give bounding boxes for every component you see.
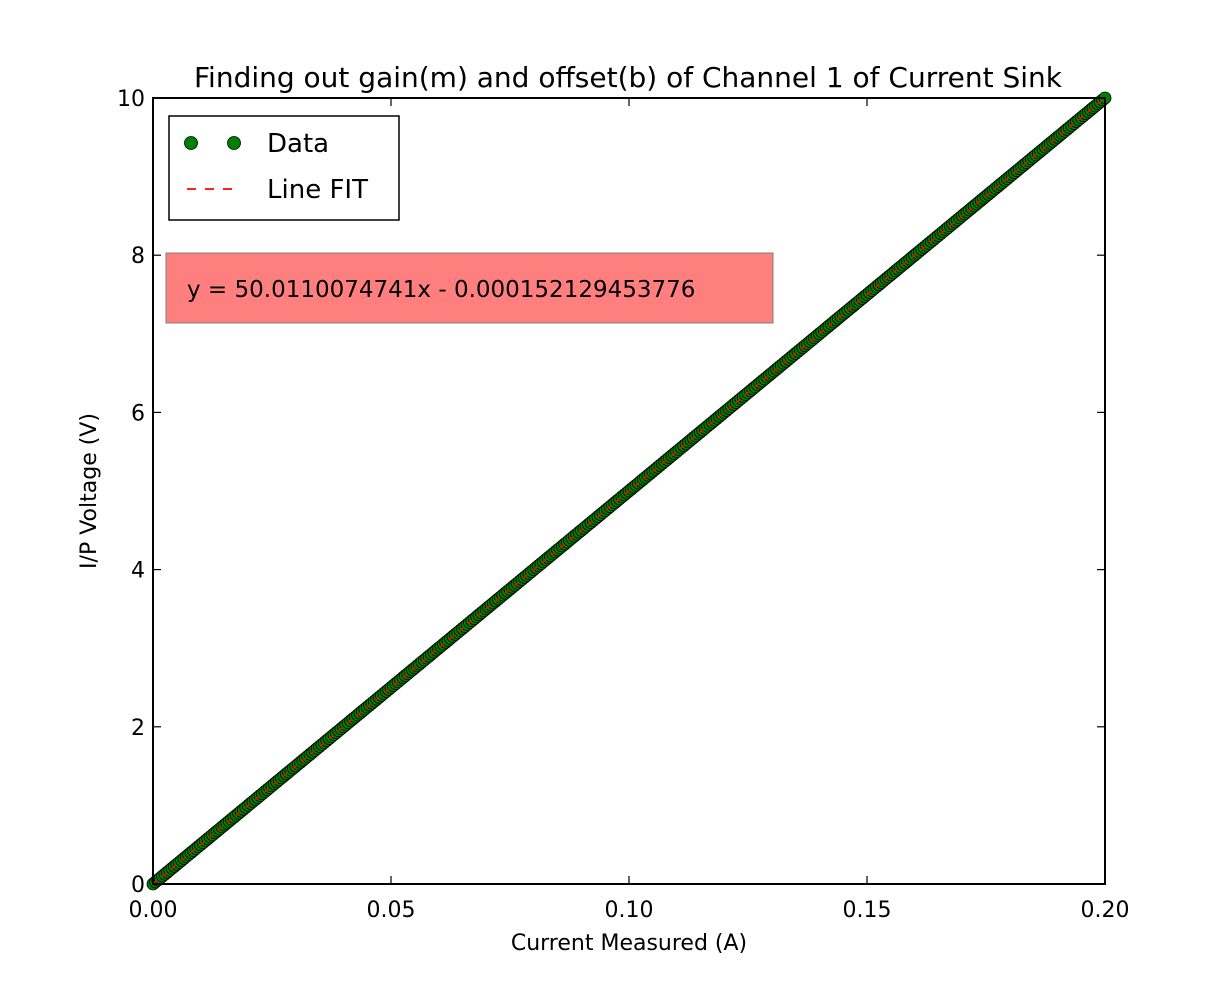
legend: Data Line FIT <box>168 115 400 221</box>
legend-box <box>168 115 400 221</box>
fit-equation-text: y = 50.0110074741x - 0.000152129453776 <box>187 277 695 303</box>
legend-marker-data-right <box>227 136 241 150</box>
x-axis-label: Current Measured (A) <box>511 931 747 956</box>
chart-title: Finding out gain(m) and offset(b) of Cha… <box>194 61 1063 94</box>
x-axis-ticks: 0.00 0.05 0.10 0.15 0.20 <box>129 98 1130 923</box>
x-tick-label: 0.00 <box>129 898 178 923</box>
axes-frame <box>152 97 1106 885</box>
x-tick-label: 0.10 <box>605 898 654 923</box>
y-axis-label: I/P Voltage (V) <box>77 413 102 569</box>
plot-area <box>146 91 1112 891</box>
y-tick-label: 0 <box>131 873 145 898</box>
legend-marker-data-left <box>184 136 198 150</box>
legend-label-data: Data <box>267 129 329 159</box>
y-tick-label: 8 <box>131 244 145 269</box>
y-tick-label: 2 <box>131 716 145 741</box>
x-tick-label: 0.05 <box>367 898 416 923</box>
legend-label-line-fit: Line FIT <box>267 175 368 205</box>
y-tick-label: 10 <box>117 87 145 112</box>
y-tick-label: 4 <box>131 559 145 584</box>
y-tick-label: 6 <box>131 401 145 426</box>
fit-equation-box: y = 50.0110074741x - 0.000152129453776 <box>165 252 774 324</box>
fit-line <box>152 97 1106 885</box>
fit-equation-background <box>165 252 774 324</box>
x-tick-label: 0.15 <box>843 898 892 923</box>
x-tick-label: 0.20 <box>1081 898 1130 923</box>
